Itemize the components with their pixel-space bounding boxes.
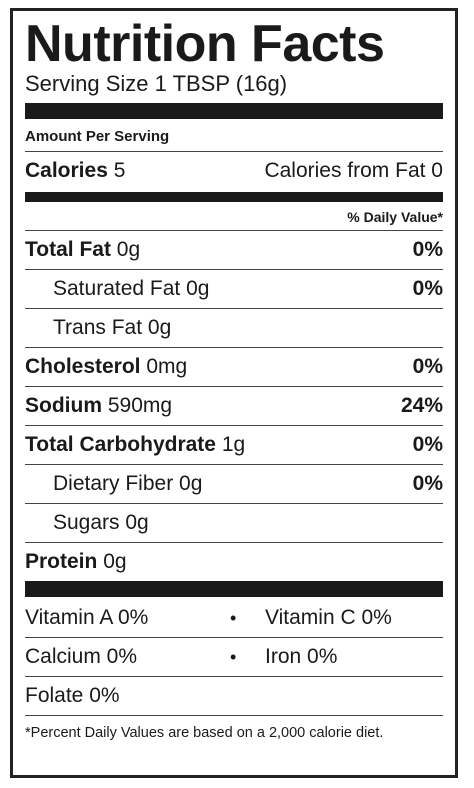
amount-per-serving: Amount Per Serving xyxy=(25,128,170,145)
bullet-separator: • xyxy=(230,646,237,667)
serving-size: Serving Size 1 TBSP (16g) xyxy=(25,71,288,96)
calcium: Calcium 0% xyxy=(25,645,138,668)
total-carbohydrate-dv: 0% xyxy=(412,433,443,456)
calories-row: Calories 5 Calories from Fat 0 xyxy=(25,151,443,190)
sugars-label: Sugars 0g xyxy=(53,511,149,534)
bullet-separator: • xyxy=(230,607,237,628)
cholesterol-label: Cholesterol xyxy=(25,355,141,378)
total-carbohydrate-row: Total Carbohydrate 1g 0% xyxy=(25,425,443,464)
daily-value-header: % Daily Value* xyxy=(347,209,443,225)
total-fat-label: Total Fat xyxy=(25,238,111,261)
dietary-fiber-label: Dietary Fiber 0g xyxy=(53,472,203,495)
vitamin-a: Vitamin A 0% xyxy=(25,606,149,629)
thick-divider xyxy=(25,103,443,119)
total-fat-amount: 0g xyxy=(116,238,141,261)
saturated-fat-dv: 0% xyxy=(412,277,443,300)
dietary-fiber-dv: 0% xyxy=(412,472,443,495)
total-fat-dv: 0% xyxy=(412,238,443,261)
saturated-fat-label: Saturated Fat 0g xyxy=(53,277,210,300)
iron: Iron 0% xyxy=(265,645,338,668)
footnote: *Percent Daily Values are based on a 2,0… xyxy=(25,715,443,742)
cholesterol-dv: 0% xyxy=(412,355,443,378)
dietary-fiber-row: Dietary Fiber 0g 0% xyxy=(25,464,443,503)
vitamins-row-3: Folate 0% xyxy=(25,676,443,715)
total-carbohydrate-amount: 1g xyxy=(221,433,246,456)
vitamins-row-1: Vitamin A 0% • Vitamin C 0% xyxy=(25,599,443,637)
nutrition-facts-label: Nutrition Facts Serving Size 1 TBSP (16g… xyxy=(10,8,458,778)
thick-divider-bottom xyxy=(25,581,443,597)
sugars-row: Sugars 0g xyxy=(25,503,443,542)
sodium-row: Sodium 590mg 24% xyxy=(25,386,443,425)
calories-label: Calories xyxy=(25,159,108,182)
sodium-amount: 590mg xyxy=(107,394,173,417)
total-fat-row: Total Fat 0g 0% xyxy=(25,230,443,269)
total-carbohydrate-label: Total Carbohydrate xyxy=(25,433,216,456)
cholesterol-row: Cholesterol 0mg 0% xyxy=(25,347,443,386)
label-title: Nutrition Facts xyxy=(25,15,385,73)
protein-row: Protein 0g xyxy=(25,542,443,581)
calories-from-fat: Calories from Fat 0 xyxy=(264,159,443,182)
protein-label: Protein xyxy=(25,550,98,573)
cholesterol-amount: 0mg xyxy=(146,355,188,378)
sodium-dv: 24% xyxy=(400,394,443,417)
vitamin-c: Vitamin C 0% xyxy=(265,606,392,629)
sodium-label: Sodium xyxy=(25,394,102,417)
protein-amount: 0g xyxy=(103,550,127,573)
calories-text: Calories 5 xyxy=(25,159,125,183)
calories-value: 5 xyxy=(113,159,126,182)
saturated-fat-row: Saturated Fat 0g 0% xyxy=(25,269,443,308)
folate: Folate 0% xyxy=(25,684,120,707)
vitamins-row-2: Calcium 0% • Iron 0% xyxy=(25,637,443,676)
trans-fat-row: Trans Fat 0g xyxy=(25,308,443,347)
medium-divider xyxy=(25,192,443,202)
trans-fat-label: Trans Fat 0g xyxy=(53,316,172,339)
